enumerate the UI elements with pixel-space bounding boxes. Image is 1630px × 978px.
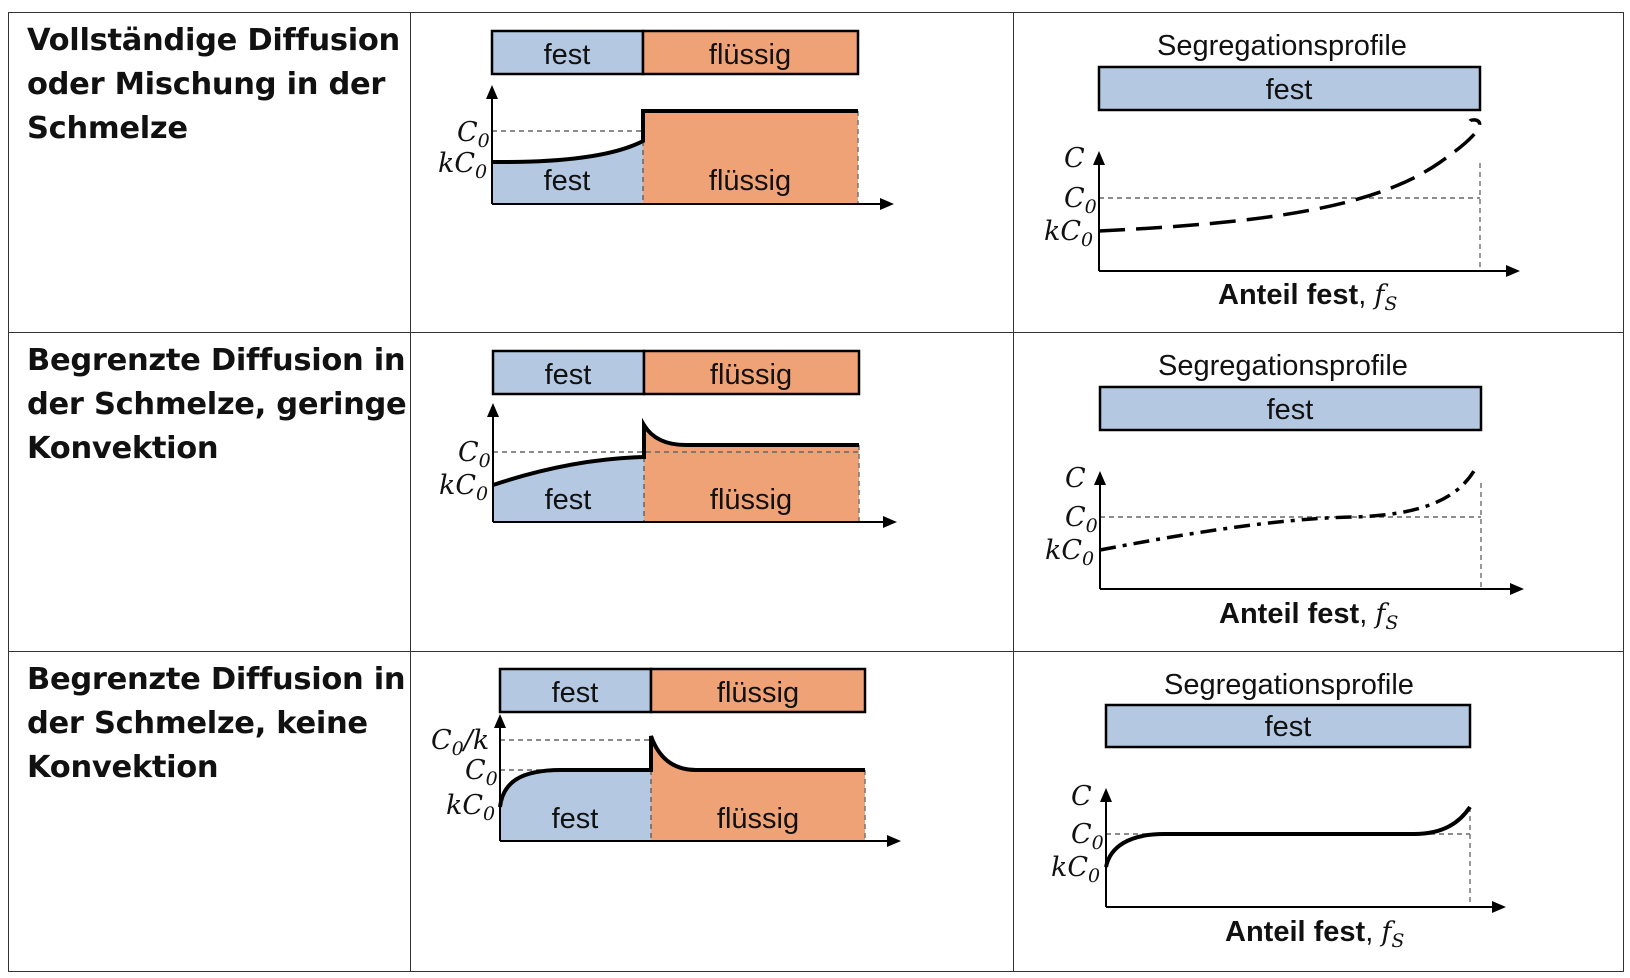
- kc0-label: kC0: [1045, 535, 1094, 570]
- solid-region: [500, 770, 651, 842]
- row-label: Begrenzte Diffusion in der Schmelze, ger…: [27, 342, 407, 466]
- profile-bar-label: fest: [1266, 74, 1313, 106]
- concentration-diagram: fest flüssig fest flüssig C0/k C0 kC0: [431, 668, 901, 848]
- segregation-profile-cell: Segregationsprofile fest C C0 kC0 Anteil…: [1013, 651, 1624, 972]
- concentration-diagram-cell: fest flüssig fest flüssig C0/k C0 kC0: [410, 651, 1014, 972]
- row-label-cell: Begrenzte Diffusion in der Schmelze, ger…: [8, 331, 411, 653]
- profile-curve: [1099, 469, 1476, 552]
- x-axis-arrow-icon: [880, 198, 894, 210]
- kc0-label: kC0: [438, 148, 487, 183]
- liquid-region-label: flüssig: [710, 484, 792, 516]
- liquid-bar-label: flüssig: [717, 677, 799, 709]
- liquid-bar: [641, 29, 860, 76]
- segregation-profile: Segregationsprofile fest C C0 kC0 Anteil…: [1044, 30, 1520, 315]
- solid-region-label: fest: [552, 803, 599, 835]
- x-axis-arrow-icon: [883, 515, 897, 528]
- profile-solid-bar: [1104, 704, 1472, 749]
- y-axis-arrow-icon: [487, 402, 499, 417]
- segregation-profile: Segregationsprofile fest C C0 kC0 Anteil…: [1051, 669, 1506, 952]
- profile-bar-label: fest: [1267, 394, 1314, 426]
- row-label: Begrenzte Diffusion in der Schmelze, kei…: [27, 662, 406, 786]
- solid-bar: [491, 349, 646, 395]
- segregation-table: Vollständige Diffusion oder Mischung in …: [8, 12, 1624, 972]
- concentration-diagram-cell: fest flüssig fest flüssig C0 kC0: [410, 12, 1014, 333]
- solid-bar: [498, 668, 653, 714]
- c0k-label: C0/k: [431, 725, 489, 760]
- segregation-profile-cell: Segregationsprofile fest C C0 kC0 Anteil…: [1013, 12, 1624, 333]
- liquid-region-label: flüssig: [717, 803, 799, 835]
- c0-label: C0: [1064, 183, 1097, 218]
- profile-title: Segregationsprofile: [1158, 350, 1408, 382]
- x-axis-arrow-icon: [1510, 582, 1524, 595]
- profile-bar-label: fest: [1265, 711, 1312, 743]
- table-row: Vollständige Diffusion oder Mischung in …: [8, 12, 1624, 333]
- liquid-region: [644, 424, 859, 522]
- c-axis-label: C: [1064, 143, 1085, 174]
- table-row: Begrenzte Diffusion in der Schmelze, kei…: [8, 651, 1624, 972]
- liquid-bar: [642, 349, 861, 395]
- x-axis-arrow-icon: [887, 835, 901, 848]
- y-axis-arrow-icon: [1100, 788, 1112, 803]
- c-axis-label: C: [1065, 463, 1086, 494]
- c0-label: C0: [465, 755, 498, 790]
- row-label-cell: Begrenzte Diffusion in der Schmelze, kei…: [8, 651, 411, 972]
- y-axis-arrow-icon: [1093, 151, 1105, 165]
- liquid-bar-label: flüssig: [709, 39, 791, 71]
- profile-solid-bar: [1097, 65, 1482, 112]
- concentration-curve: [491, 109, 858, 165]
- solid-bar: [490, 29, 645, 76]
- concentration-curve: [498, 735, 865, 808]
- row-label-cell: Vollständige Diffusion oder Mischung in …: [8, 12, 411, 333]
- profile-curve: [1098, 118, 1482, 233]
- profile-x-label: Anteil fest, fS: [1219, 598, 1398, 634]
- x-axis-arrow-icon: [1492, 901, 1506, 914]
- row-label: Vollständige Diffusion oder Mischung in …: [27, 23, 400, 146]
- concentration-curve: [492, 417, 859, 487]
- table-row: Begrenzte Diffusion in der Schmelze, ger…: [8, 331, 1624, 653]
- solid-region: [492, 141, 643, 204]
- concentration-diagram-cell: fest flüssig fest flüssig C0 kC0: [410, 331, 1014, 653]
- liquid-region: [651, 736, 865, 842]
- solid-bar-label: fest: [545, 359, 592, 391]
- kc0-label: kC0: [1044, 216, 1093, 251]
- concentration-diagram: fest flüssig fest flüssig C0 kC0: [439, 349, 897, 528]
- solid-region-label: fest: [545, 484, 592, 516]
- solid-region-label: fest: [544, 165, 591, 197]
- profile-curve: [1104, 806, 1472, 868]
- y-axis-arrow-icon: [494, 714, 506, 729]
- liquid-bar-label: flüssig: [710, 359, 792, 391]
- x-axis-arrow-icon: [1506, 265, 1520, 277]
- profile-solid-bar: [1098, 385, 1483, 431]
- c0-label: C0: [1065, 502, 1098, 537]
- solid-region: [493, 456, 644, 522]
- kc0-label: kC0: [439, 470, 488, 505]
- profile-title: Segregationsprofile: [1157, 30, 1407, 62]
- c-axis-label: C: [1071, 781, 1092, 812]
- profile-title: Segregationsprofile: [1164, 669, 1414, 701]
- c0-label: C0: [458, 437, 491, 472]
- y-axis-arrow-icon: [486, 85, 498, 99]
- c0-label: C0: [1071, 819, 1104, 854]
- kc0-label: kC0: [446, 790, 495, 825]
- solid-bar-label: fest: [552, 677, 599, 709]
- profile-x-label: Anteil fest, fS: [1218, 279, 1397, 315]
- segregation-profile: Segregationsprofile fest C C0 kC0 Anteil…: [1045, 350, 1524, 634]
- concentration-diagram: fest flüssig fest flüssig C0 kC0: [438, 29, 894, 210]
- profile-x-label: Anteil fest, fS: [1225, 916, 1404, 952]
- c0-label: C0: [457, 117, 490, 152]
- solid-bar-label: fest: [544, 39, 591, 71]
- segregation-profile-cell: Segregationsprofile fest C C0 kC0 Anteil…: [1013, 331, 1624, 653]
- kc0-label: kC0: [1051, 852, 1100, 887]
- y-axis-arrow-icon: [1094, 470, 1106, 485]
- liquid-bar: [649, 668, 867, 714]
- liquid-region: [643, 111, 858, 204]
- liquid-region-label: flüssig: [709, 165, 791, 197]
